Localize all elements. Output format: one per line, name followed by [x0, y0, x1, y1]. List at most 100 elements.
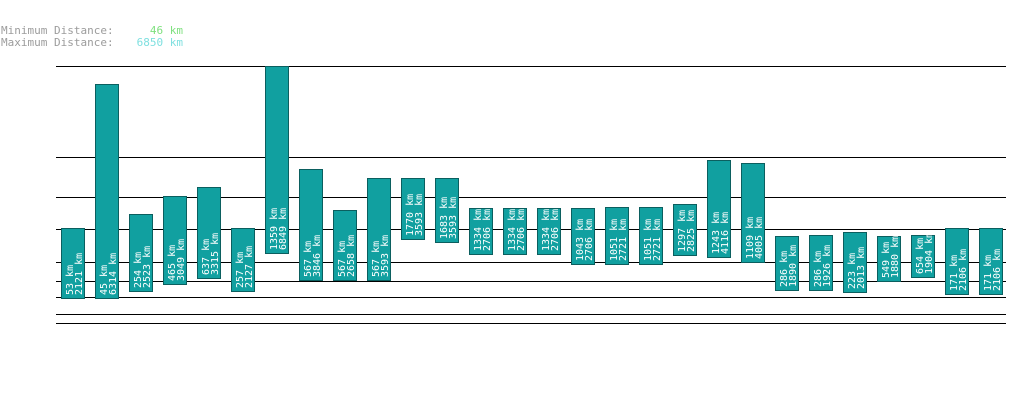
bar-min-label: 286 km [813, 251, 824, 287]
range-bar-rect [163, 196, 187, 285]
bar-max-label: 2106 km [992, 249, 1003, 291]
bar-min-label: 1043 km [575, 219, 586, 261]
range-bar-rect [707, 160, 731, 258]
bar-max-label: 2013 km [856, 247, 867, 289]
bar-min-label: 654 km [915, 238, 926, 274]
range-bar-rect [401, 178, 425, 240]
range-bar-rect [435, 178, 459, 243]
range-bar-rect [605, 207, 629, 265]
bar-max-label: 1926 km [822, 245, 833, 287]
max-distance-row: Maximum Distance: 6850 km [1, 37, 183, 49]
bar-max-label: 3846 km [312, 235, 323, 277]
bar-max-label: 1904 km [924, 232, 935, 274]
bar-max-label: 3593 km [414, 194, 425, 236]
bar-max-label: 2127 km [244, 246, 255, 288]
min-distance-label: Minimum Distance: [1, 24, 114, 37]
bar-max-label: 6849 km [278, 208, 289, 250]
range-bar-rect [197, 187, 221, 279]
range-bar-rect [503, 208, 527, 255]
range-bar-rect [843, 232, 867, 293]
bar-min-label: 45 km [99, 265, 110, 295]
range-bar-rect [231, 228, 255, 292]
bar-max-label: 2706 km [482, 209, 493, 251]
bar-min-label: 1334 km [541, 209, 552, 251]
bar-max-label: 1880 km [890, 236, 901, 278]
bar-min-label: 1770 km [405, 194, 416, 236]
bar-min-label: 257 km [235, 252, 246, 288]
bar-min-label: 567 km [303, 241, 314, 277]
bar-max-label: 3049 km [176, 239, 187, 281]
bar-max-label: 1890 km [788, 245, 799, 287]
range-bar-rect [299, 169, 323, 281]
bar-min-label: 1334 km [473, 209, 484, 251]
bar-max-label: 2658 km [346, 235, 357, 277]
range-bar-rect [809, 235, 833, 291]
bar-min-label: 1359 km [269, 208, 280, 250]
range-bar-rect [673, 204, 697, 256]
bar-max-label: 2825 km [686, 210, 697, 252]
range-bar-rect [877, 236, 901, 282]
range-bar-rect [911, 235, 935, 278]
bar-max-label: 2721 km [618, 219, 629, 261]
bar-min-label: 254 km [133, 252, 144, 288]
bar-min-label: 1051 km [609, 219, 620, 261]
bar-max-label: 3593 km [380, 235, 391, 277]
range-bar-rect [741, 163, 765, 263]
bar-max-label: 2706 km [550, 209, 561, 251]
bar-max-label: 3315 km [210, 233, 221, 275]
bar-max-label: 6314 km [108, 253, 119, 295]
bar-min-label: 567 km [337, 241, 348, 277]
min-distance-value: 46 km [149, 24, 183, 37]
range-bar-rect [61, 228, 85, 299]
bar-min-label: 1243 km [711, 212, 722, 254]
bar-min-label: 1297 km [677, 210, 688, 252]
bar-min-label: 1683 km [439, 197, 450, 239]
bar-min-label: 286 km [779, 251, 790, 287]
range-bar-rect [129, 214, 153, 292]
bar-max-label: 2706 km [584, 219, 595, 261]
bar-min-label: 1109 km [745, 217, 756, 259]
bar-min-label: 171 km [983, 255, 994, 291]
bar-max-label: 2121 km [74, 253, 85, 295]
range-bar-rect [469, 208, 493, 255]
bar-max-label: 2106 km [958, 249, 969, 291]
bar-max-label: 3593 km [448, 197, 459, 239]
bar-max-label: 2706 km [516, 209, 527, 251]
bar-max-label: 2721 km [652, 219, 663, 261]
bar-min-label: 465 km [167, 245, 178, 281]
range-bar-rect [775, 236, 799, 291]
bar-max-label: 4005 km [754, 217, 765, 259]
max-distance-value: 6850 km [136, 36, 183, 49]
bar-min-label: 567 km [371, 241, 382, 277]
range-bar-rect [537, 208, 561, 255]
bar-min-label: 171 km [949, 255, 960, 291]
range-bar-rect [95, 84, 119, 299]
bar-min-label: 223 km [847, 253, 858, 289]
range-bar-rect [265, 66, 289, 254]
